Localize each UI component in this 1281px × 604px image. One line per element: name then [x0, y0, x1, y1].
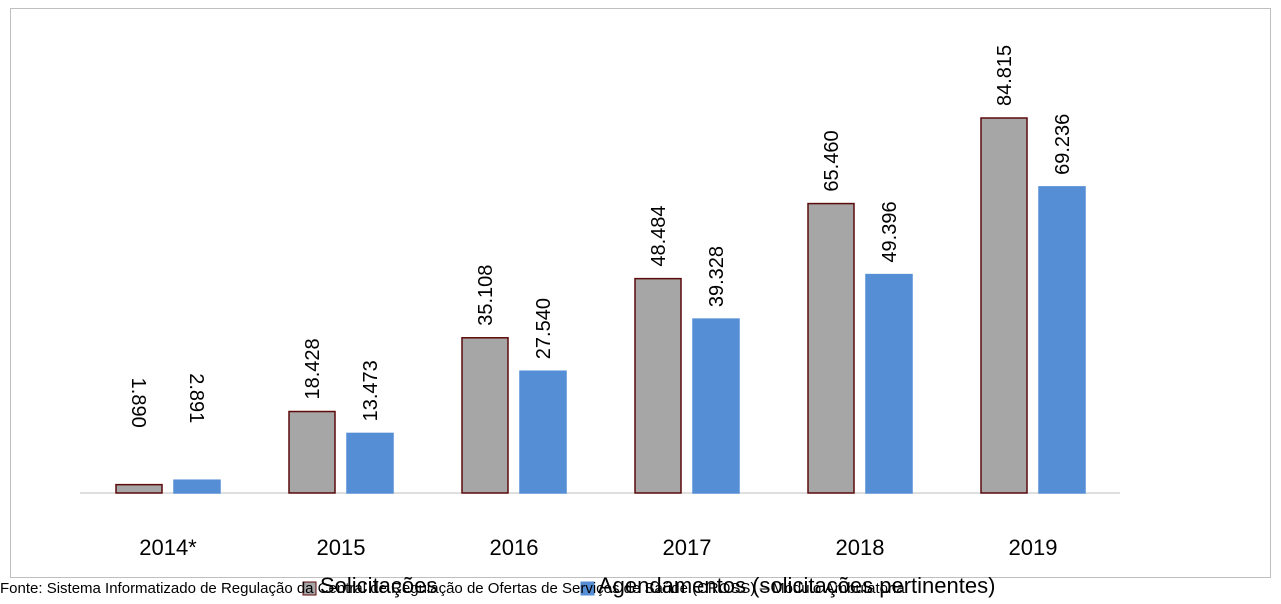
- bar-solicitacoes-2017: [634, 277, 682, 494]
- source-note: Fonte: Sistema Informatizado de Regulaçã…: [0, 580, 908, 597]
- data-label-agendamentos-2016: 27.540: [533, 298, 555, 359]
- bar-agendamentos-2017: [692, 318, 740, 494]
- data-label-solicitacoes-2018: 65.460: [821, 130, 843, 191]
- x-tick-label: 2016: [490, 535, 539, 560]
- bar-solicitacoes-2014: [115, 483, 163, 494]
- data-label-agendamentos-2015: 13.473: [360, 360, 382, 421]
- x-tick-label: 2015: [317, 535, 366, 560]
- bar-agendamentos-2018: [865, 273, 913, 494]
- data-label-agendamentos-2019: 69.236: [1052, 114, 1074, 175]
- x-tick-label: 2018: [836, 535, 885, 560]
- x-tick-label: 2017: [663, 535, 712, 560]
- data-label-solicitacoes-2016: 35.108: [475, 265, 497, 326]
- legend-swatch-solicitacoes: [302, 581, 317, 596]
- data-label-solicitacoes-2014: 1.890: [127, 378, 149, 428]
- data-label-solicitacoes-2019: 84.815: [994, 45, 1016, 106]
- legend-swatch-agendamentos: [580, 581, 595, 596]
- x-tick-label: 2014*: [139, 535, 197, 560]
- bar-agendamentos-2014: [173, 479, 221, 494]
- bar-solicitacoes-2016: [461, 337, 509, 494]
- data-label-solicitacoes-2015: 18.428: [302, 338, 324, 399]
- legend-label-agendamentos: Agendamentos (solicitações pertinentes): [598, 573, 995, 598]
- bar-agendamentos-2015: [346, 432, 394, 494]
- data-label-agendamentos-2018: 49.396: [879, 201, 901, 262]
- bar-solicitacoes-2018: [807, 202, 855, 494]
- data-label-solicitacoes-2017: 48.484: [648, 205, 670, 266]
- legend-label-solicitacoes: Solicitações: [320, 573, 437, 598]
- data-label-agendamentos-2014: 2.891: [185, 373, 207, 423]
- bar-solicitacoes-2015: [288, 410, 336, 494]
- bar-agendamentos-2016: [519, 370, 567, 494]
- data-label-agendamentos-2017: 39.328: [706, 246, 728, 307]
- bar-agendamentos-2019: [1038, 186, 1086, 494]
- bar-solicitacoes-2019: [980, 117, 1028, 494]
- x-tick-label: 2019: [1009, 535, 1058, 560]
